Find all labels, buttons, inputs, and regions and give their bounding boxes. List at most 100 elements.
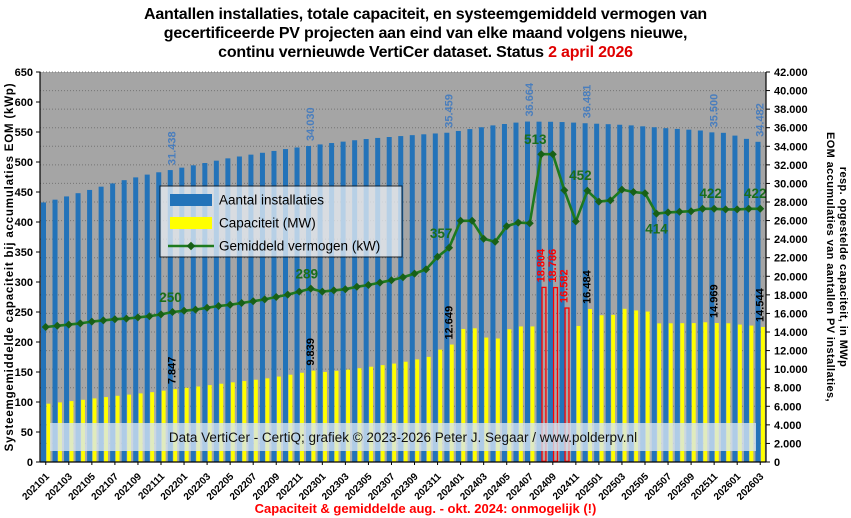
line-value-label: 289	[296, 267, 319, 282]
bar-aantal	[467, 129, 473, 462]
bar-capaciteit	[288, 374, 293, 462]
legend-label: Capaciteit (MW)	[219, 216, 316, 231]
right-axis-tick: 8.000	[774, 383, 802, 395]
line-value-label: 452	[569, 168, 592, 183]
bar-capaciteit	[484, 337, 489, 462]
bar-aantal	[329, 143, 335, 462]
bar-capaciteit	[438, 349, 443, 462]
bar-capaciteit	[265, 378, 270, 462]
bar-capaciteit	[311, 370, 316, 462]
line-gemiddeld-vermogen	[41, 150, 765, 331]
left-axis-tick: 300	[15, 277, 33, 289]
bar-aantal	[259, 152, 265, 462]
right-axis-tick: 18.000	[774, 290, 808, 302]
line-marker	[295, 287, 304, 296]
bar-aantal	[617, 124, 623, 462]
line-marker	[64, 320, 73, 329]
bar-capaciteit	[219, 383, 224, 462]
left-axis-tick: 250	[15, 307, 33, 319]
bar-value-label: 34.030	[305, 107, 317, 141]
chart-title-line3: continu vernieuwde VertiCer dataset. Sta…	[218, 44, 633, 61]
right-axis-tick: 34.000	[774, 141, 808, 153]
line-marker	[364, 281, 373, 289]
bar-aantal	[156, 172, 162, 462]
left-axis-title: Systeemgemiddelde capaciteit bij accumul…	[4, 83, 16, 452]
bar-aantal	[121, 180, 127, 462]
right-axis-tick: 12.000	[774, 346, 808, 358]
left-axis-tick: 400	[15, 217, 33, 229]
bar-capaciteit	[46, 403, 51, 462]
pv-chart: Data VertiCer - CertiQ; grafiek © 2023-2…	[4, 67, 849, 500]
legend-swatch-capaciteit	[170, 217, 212, 229]
line-marker	[652, 209, 661, 218]
line-marker	[387, 276, 396, 285]
line-marker	[76, 319, 85, 328]
line-value-label: 414	[645, 222, 668, 237]
left-axis-tick: 600	[15, 97, 33, 109]
right-axis-tick: 22.000	[774, 253, 808, 265]
bar-aantal	[179, 167, 185, 462]
line-marker	[433, 252, 442, 261]
bar-aantal	[490, 125, 496, 462]
line-marker	[583, 186, 592, 195]
bar-capaciteit	[357, 368, 362, 462]
bar-aantal	[248, 154, 254, 462]
right-axis-tick: 24.000	[774, 234, 808, 246]
watermark: Data VertiCer - CertiQ; grafiek © 2023-2…	[50, 423, 756, 451]
bar-capaciteit	[634, 310, 639, 462]
right-axis-title: EOM accumulaties van aantallen PV instal…	[824, 132, 836, 402]
left-axis-tick: 650	[15, 67, 33, 79]
right-axis-title-line2: resp. opgestelde capaciteit, in MWp	[837, 167, 849, 367]
bar-value-label: 9.839	[305, 338, 317, 366]
bar-capaciteit	[576, 325, 581, 462]
line-marker	[756, 204, 765, 213]
line-marker	[468, 216, 477, 225]
bar-aantal	[110, 183, 116, 462]
bar-aantal	[340, 141, 346, 462]
line-marker	[283, 290, 292, 299]
line-value-label: 422	[699, 186, 722, 201]
bar-aantal	[444, 132, 450, 462]
bar-value-label: 18.804	[535, 248, 547, 283]
bar-capaciteit	[346, 369, 351, 462]
line-marker	[525, 219, 534, 228]
bar-aantal	[294, 147, 300, 462]
bar-aantal	[133, 177, 139, 462]
line-marker	[479, 234, 488, 243]
right-axis-tick: 36.000	[774, 123, 808, 135]
bar-capaciteit	[749, 325, 754, 462]
bar-aantal	[559, 122, 565, 463]
line-marker	[410, 269, 419, 278]
line-marker	[306, 284, 315, 293]
left-axis-tick: 0	[27, 457, 33, 469]
line-marker	[606, 196, 615, 205]
svg-text:Data VertiCer - CertiQ; grafi: Data VertiCer - CertiQ; grafiek © 2023-2…	[169, 430, 637, 445]
line-marker	[53, 321, 62, 330]
line-marker	[341, 285, 350, 294]
bar-capaciteit	[714, 323, 719, 462]
bar-capaciteit	[461, 328, 466, 462]
right-axis-tick: 14.000	[774, 327, 808, 339]
line-marker	[721, 205, 730, 214]
bar-aantal	[409, 135, 415, 462]
bar-aantal	[167, 170, 173, 462]
line-marker	[456, 216, 465, 225]
bar-aantal	[478, 127, 484, 462]
line-marker	[560, 186, 569, 195]
chart-title-line2: gecertificeerde PV projecten aan eind va…	[163, 25, 688, 42]
bar-capaciteit-onmogelijk	[564, 307, 570, 462]
line-value-label: 250	[159, 290, 182, 305]
bar-aantal	[225, 158, 231, 462]
bar-capaciteit	[703, 322, 708, 462]
bar-aantal	[190, 165, 196, 463]
line-marker	[422, 265, 431, 274]
line-marker	[318, 287, 327, 296]
bar-capaciteit	[300, 372, 304, 462]
left-axis-tick: 550	[15, 127, 33, 139]
line-marker	[375, 278, 384, 287]
line-value-label: 513	[524, 132, 547, 147]
line-marker	[491, 237, 500, 246]
status-date: 2 april 2026	[548, 44, 633, 61]
bar-aantal	[709, 132, 715, 462]
